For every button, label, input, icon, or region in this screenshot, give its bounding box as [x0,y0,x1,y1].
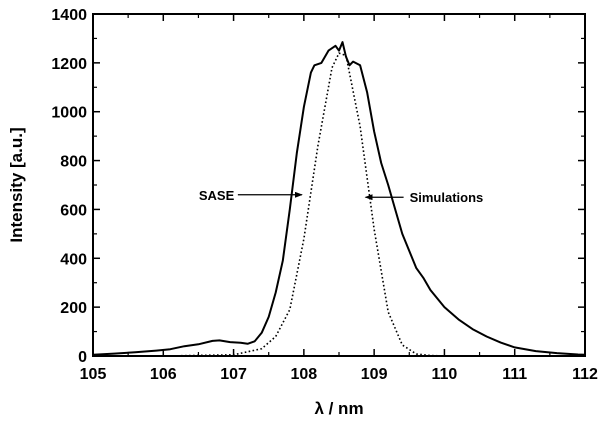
annotations-group: SASE Simulations [199,188,483,205]
y-tick-label: 0 [78,349,87,366]
y-tick-label: 800 [60,154,87,171]
y-tick-label: 600 [60,202,87,219]
y-tick-label: 200 [60,300,87,317]
sase-series-line [92,41,586,356]
simulation-series-line [93,52,585,357]
x-tick-label: 108 [291,366,318,383]
x-tick-label: 109 [361,366,388,383]
annotation-sase: SASE [199,188,235,203]
series-group [92,41,586,357]
x-tick-label: 105 [80,366,107,383]
y-axis-label: Intensity [a.u.] [7,127,26,242]
x-tick-label: 110 [432,366,458,383]
y-tick-label: 1200 [51,56,87,73]
x-axis-label: λ / nm [314,399,363,418]
ticks-group: 105 106 107 108 109 110 111 112 0 200 400 600 800 100… [51,7,598,383]
x-tick-label: 111 [502,366,527,383]
x-tick-label: 107 [220,366,247,383]
y-tick-label: 1400 [51,7,87,24]
plot-frame [92,13,586,357]
y-tick-label: 400 [60,251,87,268]
annotation-simulations: Simulations [410,190,484,205]
axes-group [92,13,586,357]
x-tick-label: 106 [150,366,177,383]
x-tick-label: 112 [572,366,598,383]
y-tick-label: 1000 [51,105,87,122]
